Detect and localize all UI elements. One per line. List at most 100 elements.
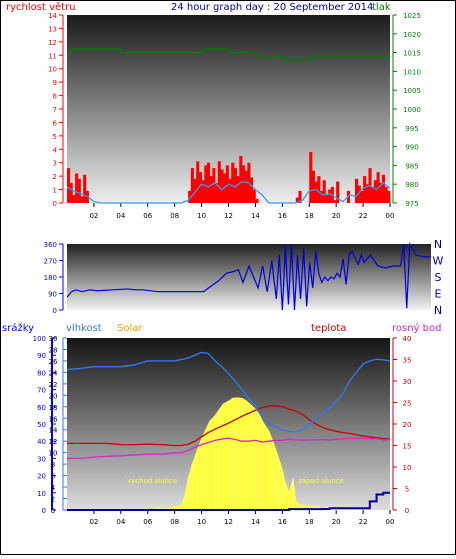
time-tick-label: 00 [386,212,395,220]
dewpoint-line [67,437,391,460]
humidity-tick-label: 8 [51,461,55,469]
time-tick-label: 14 [251,518,260,526]
wind-speed-bar [357,185,361,203]
temperature-tick-label: 25 [403,400,412,408]
time-tick-label: 16 [278,212,287,220]
wind-speed-bar [206,162,211,203]
wind-speed-bar [328,189,332,203]
compass-label: N [434,238,442,251]
direction-tick-label: 360 [44,241,57,249]
wind-speed-bar [333,200,337,203]
wind-speed-bar [250,177,254,203]
direction-tick-label: 270 [44,258,57,266]
humidity-tick-label: 14 [49,427,58,435]
temperature-tick-label: 35 [403,357,412,365]
wind-speed-bar [223,173,227,203]
wind-speed-bar [204,165,208,203]
temperature-tick-label: 30 [403,378,412,386]
time-tick-label: 08 [170,518,179,526]
time-tick-label: 08 [170,212,179,220]
wind-speed-tick-label: 5 [53,133,57,141]
humidity-tick-label: 10 [49,450,58,458]
wind-speed-bar [198,172,202,203]
rain-tick-label: 100 [33,335,46,343]
rain-tick-label: 90 [37,352,46,360]
time-tick-label: 20 [332,518,341,526]
time-tick-label: 06 [143,518,152,526]
pressure-tick-label: 1010 [403,68,421,76]
wind-speed-bar [325,194,329,203]
pressure-tick-label: 1005 [403,87,421,95]
temperature-tick-label: 20 [403,421,412,429]
time-tick-label: 02 [89,212,98,220]
dewpoint-axis-title: rosný bod [392,322,441,334]
wind-speed-bar [196,161,200,203]
wind-speed-bar [322,180,326,203]
wind-speed-tick-label: 9 [53,79,57,87]
humidity-tick-label: 6 [51,473,56,481]
time-tick-label: 22 [359,518,368,526]
rain-tick-label: 10 [37,490,46,498]
wind-speed-bar [244,170,248,203]
pressure-tick-label: 1025 [403,12,421,20]
time-tick-label: 04 [116,518,125,526]
sunrise-label: východ slunce [127,477,177,485]
climate-chart: 0102030405060708090100024681012141618202… [33,335,412,526]
wind-speed-bar [355,178,359,203]
compass-label: E [435,288,442,301]
time-tick-label: 04 [116,212,125,220]
temperature-tick-label: 15 [403,443,412,451]
wind-speed-bar [225,165,229,203]
wind-speed-tick-label: 13 [48,25,57,33]
wind-speed-bar [215,182,219,203]
rain-tick-label: 0 [42,507,46,515]
humidity-tick-label: 20 [49,392,58,400]
wind-speed-bar [67,168,71,203]
rain-tick-label: 70 [37,387,46,395]
wind-speed-bar [69,182,73,203]
rain-line [67,491,390,511]
time-tick-label: 16 [278,518,287,526]
direction-tick-label: 90 [48,291,57,299]
humidity-tick-label: 26 [49,358,58,366]
wind-pressure-chart: 0123456789101112131497598098599099510001… [48,12,421,220]
humidity-axis-title: vlhkost [66,323,102,334]
time-tick-label: 22 [359,212,368,220]
wind-speed-bar [255,198,259,203]
wind-speed-bar [363,176,367,203]
wind-direction-chart: 0 N 90 E 180 S 270 W 360 N [44,238,444,317]
wind-speed-bar [228,178,232,203]
time-tick-label: 12 [224,518,233,526]
wind-speed-bar [236,176,240,203]
humidity-line [66,351,391,433]
direction-tick-label: 0 [53,307,57,315]
temperature-tick-label: 5 [405,486,409,494]
wind-speed-bar [384,186,388,203]
compass-label: N [434,304,442,317]
direction-tick-label: 180 [44,274,57,282]
time-tick-label: 20 [332,212,341,220]
wind-speed-bar [83,174,87,203]
page-title: 24 hour graph day : 20 September 2014 [171,2,373,13]
wind-speed-bar [365,184,369,203]
pressure-tick-label: 995 [405,125,418,133]
rain-tick-label: 50 [37,421,46,429]
wind-speed-tick-label: 6 [53,119,58,127]
wind-speed-bar [314,181,318,203]
time-tick-label: 14 [251,212,260,220]
pressure-tick-label: 1000 [403,106,421,114]
wind-speed-tick-label: 12 [48,39,57,47]
wind-speed-bar [360,190,364,203]
time-tick-label: 10 [197,518,206,526]
wind-speed-bar [298,190,302,203]
solar-axis-title: Solar [117,323,143,334]
time-tick-label: 06 [143,212,152,220]
wind-speed-tick-label: 0 [53,200,57,208]
wind-speed-tick-label: 10 [48,66,57,74]
wind-speed-bar [311,170,316,203]
wind-speed-tick-label: 1 [53,187,57,195]
wind-speed-tick-label: 3 [53,160,57,168]
time-tick-label: 18 [305,518,314,526]
